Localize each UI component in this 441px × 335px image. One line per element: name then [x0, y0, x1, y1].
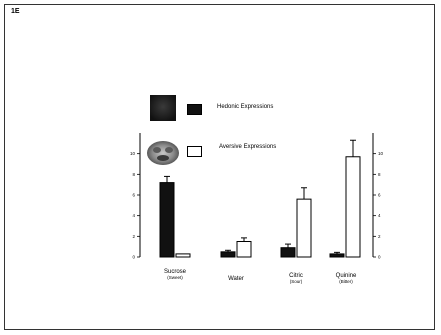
left-tick-label: 10 — [130, 151, 136, 156]
right-tick-label: 4 — [378, 213, 381, 218]
right-tick-label: 8 — [378, 172, 381, 177]
bar-aversive — [236, 241, 252, 258]
right-tick-label: 0 — [378, 255, 381, 260]
category-label-water: Water — [211, 276, 261, 283]
left-tick-label: 4 — [132, 213, 135, 218]
left-tick-label: 8 — [132, 172, 135, 177]
category-sub: (Sweet) — [167, 274, 183, 280]
category-name: Quinine — [335, 273, 357, 279]
aversive-legend-label: Aversive Expressions — [219, 144, 277, 150]
bar-hedonic — [329, 253, 345, 258]
category-sub: (Sour) — [289, 278, 303, 284]
right-tick-label: 10 — [378, 151, 384, 156]
bar-aversive — [345, 156, 361, 258]
category-sub: (Bitter) — [339, 278, 353, 284]
bar-hedonic — [280, 247, 296, 258]
left-tick-label: 2 — [132, 234, 135, 239]
bar-hedonic — [159, 182, 175, 258]
bar-aversive — [175, 253, 191, 258]
left-tick-label: 6 — [132, 193, 135, 198]
grimace-face-photo — [145, 138, 181, 166]
right-tick-label: 6 — [378, 193, 381, 198]
bar-hedonic — [220, 251, 236, 258]
right-tick-label: 2 — [378, 234, 381, 239]
figure-frame: 1E — [4, 4, 435, 330]
aversive-legend-swatch — [187, 146, 202, 157]
category-name: Sucrose — [163, 269, 186, 275]
category-name: Citric — [289, 273, 303, 279]
category-label-quinine: Quinine (Bitter) — [321, 273, 371, 285]
left-tick-label: 0 — [132, 255, 135, 260]
hedonic-legend-swatch — [187, 104, 202, 115]
bar-aversive — [296, 198, 312, 258]
panel-label: 1E — [11, 8, 20, 15]
category-label-sucrose: Sucrose (Sweet) — [150, 269, 200, 281]
category-name: Water — [228, 276, 244, 282]
category-label-citric: Citric (Sour) — [271, 273, 321, 285]
hedonic-legend-label: Hedonic Expressions — [217, 104, 274, 110]
dark-face-photo — [150, 95, 176, 121]
